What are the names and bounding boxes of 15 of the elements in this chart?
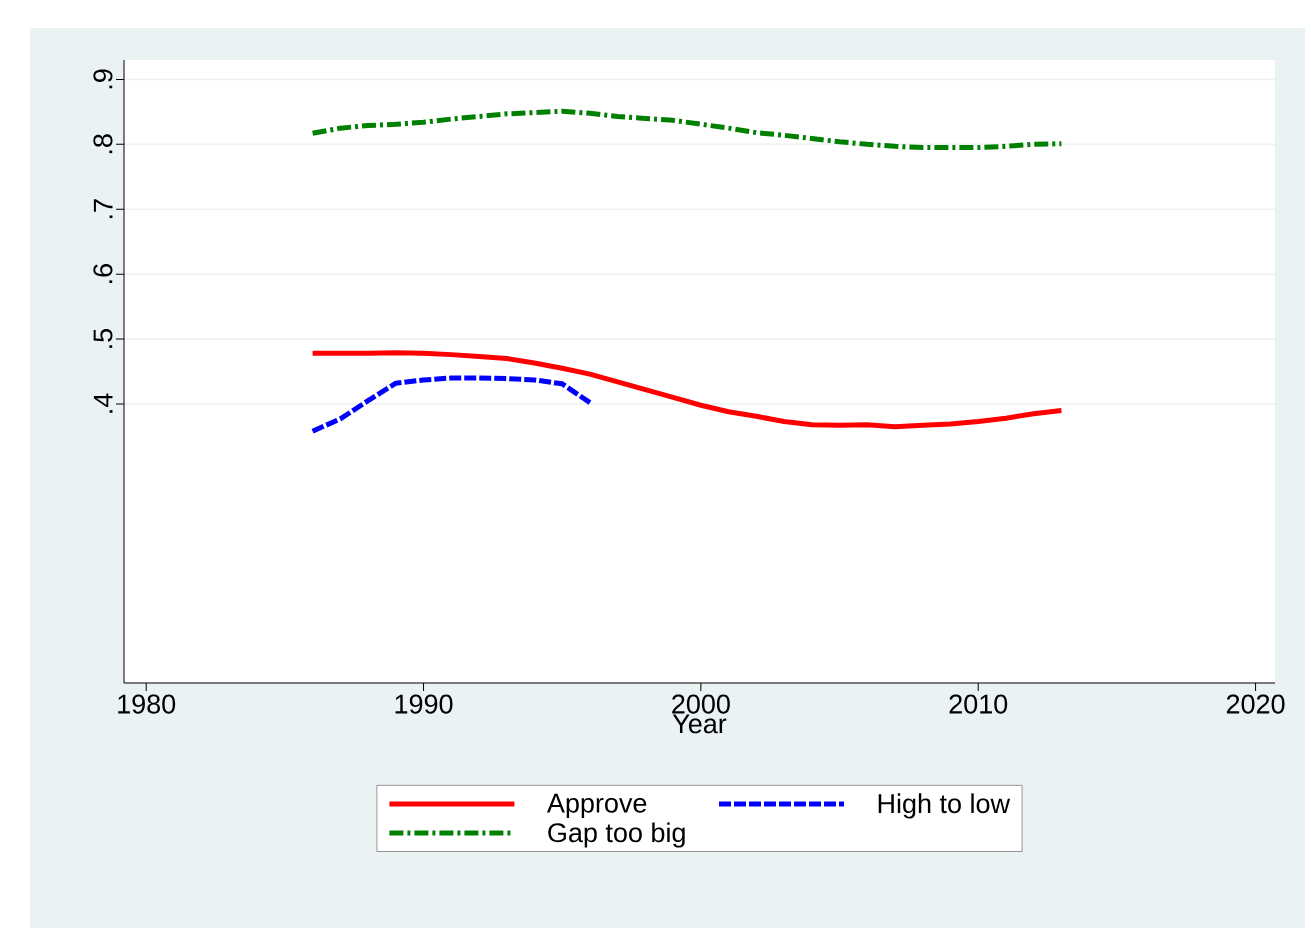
x-axis-title: Year xyxy=(672,714,727,734)
x-tick-label: 2000 xyxy=(672,694,730,714)
legend-label: Gap too big xyxy=(548,822,685,848)
x-tick-label: 1990 xyxy=(395,694,453,714)
legend-label: High to low xyxy=(878,793,1011,819)
legend-label: Approve xyxy=(546,793,647,819)
y-tick-label: .8 xyxy=(93,134,113,154)
x-tick-label: 1980 xyxy=(118,694,176,714)
x-tick-label: 2020 xyxy=(1226,694,1285,714)
x-tick-label: 2010 xyxy=(949,694,1008,714)
y-tick-label: .6 xyxy=(93,264,113,283)
y-tick-label: .7 xyxy=(93,199,113,219)
y-tick-label: .9 xyxy=(93,69,113,89)
y-tick-label: .5 xyxy=(93,328,113,348)
y-tick-label: .4 xyxy=(93,393,113,413)
